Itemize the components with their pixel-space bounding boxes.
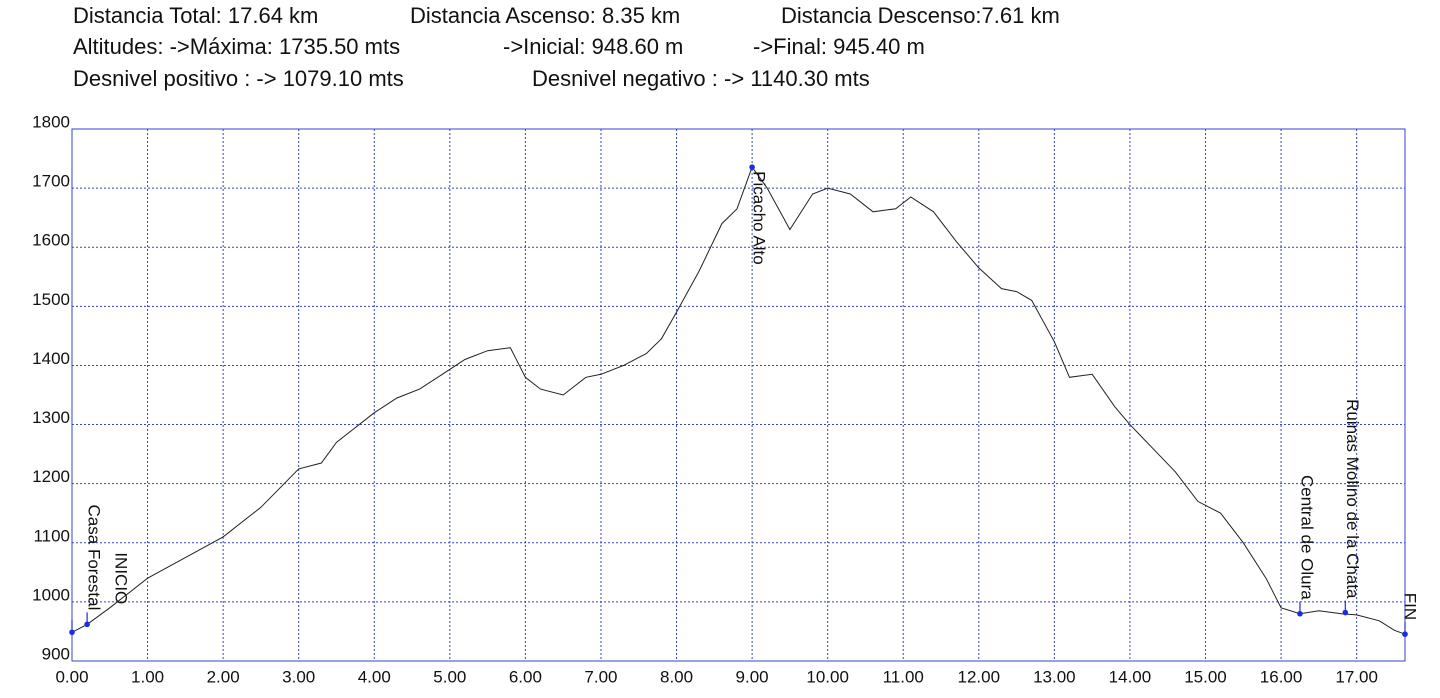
- waypoint-label: Casa Forestal: [85, 505, 104, 611]
- x-tick-label: 8.00: [660, 667, 693, 686]
- x-tick-label: 7.00: [584, 667, 617, 686]
- x-tick-label: 15.00: [1184, 667, 1227, 686]
- x-tick-label: 4.00: [358, 667, 391, 686]
- y-tick-label: 1600: [32, 231, 70, 250]
- x-tick-label: 0.00: [55, 667, 88, 686]
- waypoint-label: FIN: [1401, 593, 1420, 620]
- x-tick-label: 12.00: [958, 667, 1001, 686]
- stat-text: Desnivel negativo : -> 1140.30 mts: [532, 66, 870, 91]
- y-tick-label: 1300: [32, 408, 70, 427]
- stat-text: ->Final: 945.40 m: [753, 34, 925, 59]
- x-tick-label: 13.00: [1033, 667, 1076, 686]
- y-tick-label: 1500: [32, 290, 70, 309]
- x-tick-label: 9.00: [736, 667, 769, 686]
- y-tick-label: 1700: [32, 172, 70, 191]
- waypoint-marker: [749, 164, 755, 170]
- y-tick-label: 1200: [32, 467, 70, 486]
- y-tick-label: 1400: [32, 349, 70, 368]
- y-tick-label: 1000: [32, 585, 70, 604]
- stat-text: Distancia Descenso:7.61 km: [781, 3, 1060, 28]
- stat-text: Distancia Total: 17.64 km: [73, 3, 318, 28]
- waypoint-label: Central de Olura: [1297, 475, 1316, 600]
- y-tick-label: 1800: [32, 112, 70, 131]
- x-tick-label: 17.00: [1335, 667, 1378, 686]
- stat-text: ->Inicial: 948.60 m: [503, 34, 683, 59]
- waypoint-label: Picacho Alto: [750, 171, 769, 265]
- waypoint-marker: [69, 629, 75, 636]
- waypoint-label: INICIO: [112, 552, 131, 604]
- waypoint-label: Ruinas Molino de la Chata: [1343, 399, 1362, 599]
- waypoint-marker: [84, 621, 90, 628]
- waypoint-marker: [1297, 610, 1303, 617]
- x-tick-label: 10.00: [806, 667, 849, 686]
- x-tick-label: 3.00: [282, 667, 315, 686]
- stat-text: Distancia Ascenso: 8.35 km: [410, 3, 680, 28]
- waypoint-marker: [1342, 609, 1349, 616]
- x-tick-label: 2.00: [207, 667, 240, 686]
- x-tick-label: 11.00: [883, 667, 924, 686]
- y-tick-label: 1100: [33, 526, 70, 545]
- x-tick-label: 6.00: [509, 667, 542, 686]
- y-tick-label: 900: [42, 644, 70, 663]
- x-tick-label: 16.00: [1260, 667, 1303, 686]
- stat-text: Desnivel positivo : -> 1079.10 mts: [73, 66, 404, 91]
- x-tick-label: 14.00: [1109, 667, 1152, 686]
- x-tick-label: 1.00: [131, 667, 164, 686]
- stat-text: Altitudes: ->Máxima: 1735.50 mts: [73, 34, 400, 59]
- x-tick-label: 5.00: [433, 667, 466, 686]
- plot-frame: [71, 128, 1406, 662]
- elevation-line: [71, 166, 1406, 635]
- waypoint-marker: [1402, 631, 1408, 637]
